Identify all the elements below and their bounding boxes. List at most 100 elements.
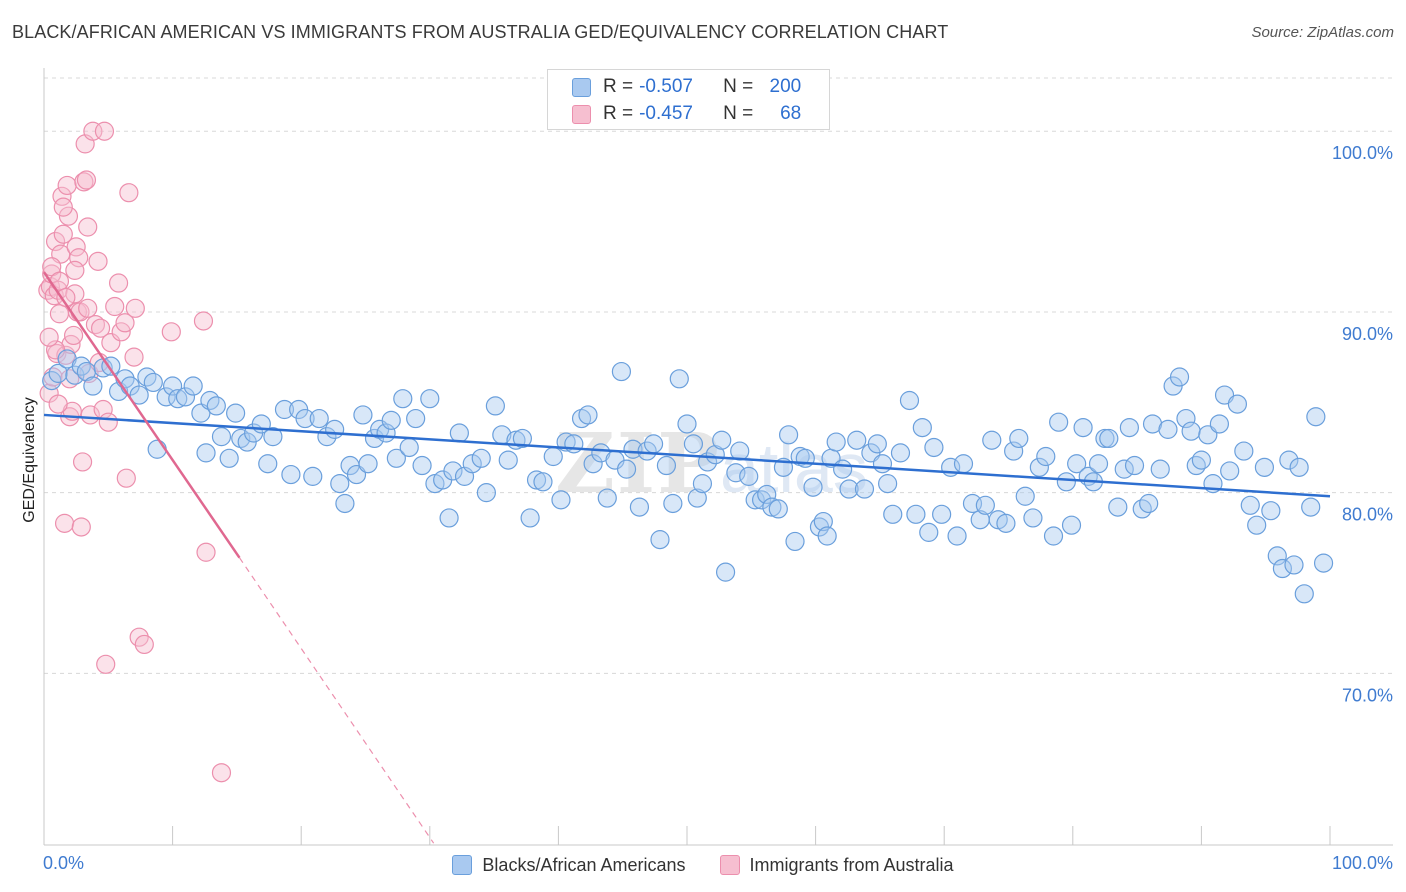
data-point-pink [45,231,66,252]
data-point-blue [975,495,995,515]
data-point-blue [1036,446,1056,467]
data-point-blue [1073,417,1093,438]
legend-n-value: 200 [769,76,802,97]
data-point-blue [196,443,216,463]
legend-r-label: R = [603,76,634,97]
data-point-blue [1234,441,1254,461]
data-point-blue [996,513,1016,533]
data-point-blue [147,439,167,459]
data-point-blue [512,428,532,449]
data-point-blue [1061,515,1082,535]
data-point-blue [274,399,295,420]
data-point-blue [42,371,62,391]
data-point-pink [90,318,111,338]
data-point-pink [115,313,135,333]
data-point-blue [833,459,853,479]
data-point-pink [105,296,125,317]
data-point-blue [762,497,782,517]
data-point-blue [1056,472,1076,492]
data-point-blue [932,504,952,524]
data-point-blue [143,372,163,393]
data-point-pink [98,412,118,432]
data-point-blue [1158,419,1178,439]
data-point-blue [330,474,350,494]
data-point-blue [906,504,926,524]
chart-title: BLACK/AFRICAN AMERICAN VS IMMIGRANTS FRO… [12,22,949,42]
data-point-blue [309,408,329,429]
data-point-blue [785,531,805,552]
legend-label-australia: Immigrants from Australia [749,854,954,875]
data-point-blue [953,454,974,474]
data-point-pink [83,121,103,141]
data-point-pink [125,298,145,318]
data-point-blue [399,437,419,458]
data-point-blue [258,454,278,474]
data-point-blue [1267,546,1287,566]
legend-row-pink: R = -0.457 N = 68 [572,103,801,125]
data-point-blue [597,488,617,508]
data-point-blue [924,437,944,458]
legend-item-blacks[interactable]: Blacks/African Americans [452,855,686,876]
data-point-blue [471,448,491,468]
data-point-blue [1119,417,1139,438]
data-point-blue [1009,428,1029,449]
tick-label-layer: 70.0% 80.0% 90.0% 100.0% [1332,143,1393,705]
data-point-blue [71,356,91,376]
data-point-blue [303,466,323,486]
data-point-blue [692,474,713,494]
data-point-pink [57,175,77,196]
data-point-pink [76,170,97,190]
data-point-blue [1139,493,1159,514]
data-point-blue [226,403,246,423]
data-point-blue [1220,461,1240,481]
data-point-blue [1181,421,1201,441]
data-point-blue [826,432,846,452]
data-point-blue [854,479,875,499]
trend-line-pink-extended [238,557,435,844]
data-point-blue [1108,497,1128,517]
legend-top: R = -0.507 N = 200 R = -0.457 N = 68 [547,69,830,130]
legend-swatch-pink [572,104,591,124]
axis-layer [43,68,1393,846]
data-point-blue [757,484,777,505]
data-point-pink [108,273,129,293]
data-point-blue [358,454,378,474]
data-point-blue [183,376,203,396]
data-point-blue [175,387,196,407]
data-point-pink [119,183,139,203]
data-point-pink [134,634,154,655]
data-point-blue [669,369,689,389]
data-point-pink [211,763,232,783]
data-point-blue [526,470,547,490]
data-point-blue [643,434,664,454]
data-point-blue [677,414,697,434]
data-point-pink [124,347,144,367]
data-point-blue [912,417,932,438]
data-point-pink [54,513,75,533]
trend-line-pink [42,271,241,559]
data-point-blue [883,504,903,524]
legend-row-blue: R = -0.507 N = 200 [572,76,801,98]
data-point-pink [48,394,68,414]
x-tick-label-min: 0.0% [43,853,85,873]
legend-n-value: 68 [780,103,802,124]
data-point-blue [129,385,149,405]
y-axis-label: GED/Equivalency [21,397,38,523]
data-point-blue [1209,414,1230,434]
series-immigrants-australia [38,121,232,783]
data-point-blue [803,477,823,497]
data-point-blue [443,461,463,481]
data-point-pink [72,452,93,472]
data-point-blue [656,455,677,476]
legend-item-australia[interactable]: Immigrants from Australia [719,854,954,876]
data-point-blue [571,408,592,429]
data-point-pink [78,298,98,318]
legend-bottom: Blacks/African Americans Immigrants from… [0,852,1406,878]
y-tick-label: 100.0% [1332,143,1393,163]
data-point-blue [211,427,232,447]
data-point-blue [462,454,482,474]
data-point-blue [206,396,226,416]
data-point-pink [161,322,181,342]
data-point-blue [982,430,1002,450]
